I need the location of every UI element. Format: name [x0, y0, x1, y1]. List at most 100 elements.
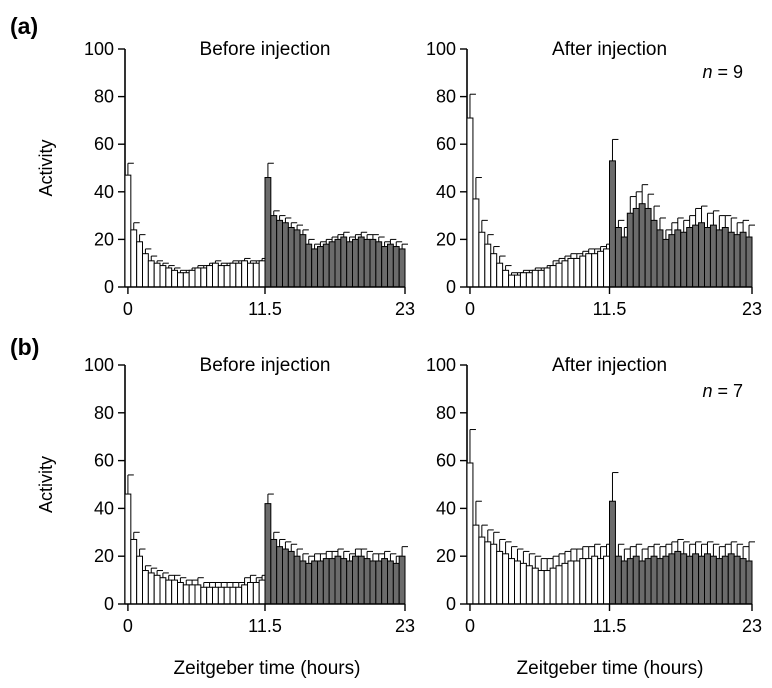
panel-label-b: (b) [10, 334, 39, 360]
bar-dark-phase [698, 222, 705, 288]
bar-light-phase [585, 558, 593, 605]
bar-light-phase [212, 262, 219, 288]
bar-light-phase [200, 586, 208, 605]
bar-light-phase [496, 262, 504, 288]
bar-dark-phase [381, 558, 388, 605]
bar-dark-phase [352, 555, 359, 605]
bar-light-phase [508, 558, 515, 605]
bar-light-phase [537, 570, 545, 605]
bar-light-phase [258, 579, 266, 605]
bar-dark-phase [340, 558, 348, 605]
bar-dark-phase [704, 227, 711, 288]
bar-light-phase [555, 262, 563, 288]
bar-light-phase [165, 579, 173, 605]
bar-light-phase [466, 117, 474, 288]
bar-light-phase [159, 265, 167, 288]
bar-light-phase [147, 260, 155, 288]
chart-4: After injection 0 20 40 60 80 100 0 11.5 23 [426, 355, 762, 636]
x-axis-label-left: Zeitgeber time (hours) [174, 658, 361, 679]
x-tick-label: 11.5 [593, 616, 627, 636]
bar-light-phase [247, 262, 254, 288]
bar-dark-phase [739, 558, 747, 605]
bar-dark-phase [692, 224, 700, 288]
bar-dark-phase [632, 555, 640, 605]
x-tick-label: 11.5 [248, 616, 282, 636]
bar-light-phase [561, 260, 569, 288]
bar-light-phase [165, 267, 173, 288]
x-tick-label: 23 [395, 616, 415, 636]
chart-title: Before injection [200, 39, 331, 60]
bar-dark-phase [311, 560, 318, 605]
bar-light-phase [177, 581, 184, 605]
bar-dark-phase [387, 560, 394, 605]
bar-dark-phase [322, 558, 330, 605]
bar-light-phase [472, 524, 480, 605]
y-axis-label: Activity [36, 456, 56, 513]
bar-dark-phase [299, 560, 307, 605]
bar-light-phase [124, 174, 132, 288]
bar-light-phase [188, 584, 196, 605]
bar-dark-phase [609, 500, 616, 605]
chart-title: After injection [552, 355, 667, 376]
bar-light-phase [525, 272, 533, 288]
bar-light-phase [466, 462, 474, 605]
bar-light-phase [147, 572, 155, 605]
n-label-b: n = 7 [702, 381, 743, 401]
chart-1: Before injection 0 20 40 60 80 100 Activity 0 11.… [36, 39, 415, 319]
bar-light-phase [142, 253, 149, 288]
y-tick-label: 40 [436, 498, 456, 518]
bar-dark-phase [715, 558, 723, 605]
y-tick-label: 60 [436, 451, 456, 471]
bar-light-phase [130, 538, 138, 605]
bar-dark-phase [626, 212, 634, 288]
bar-dark-phase [293, 555, 301, 605]
bar-light-phase [223, 586, 231, 605]
bar-light-phase [229, 262, 237, 288]
bar-light-phase [200, 267, 208, 288]
x-axis-label-right: Zeitgeber time (hours) [517, 658, 704, 679]
chart-3: Before injection 0 20 40 60 80 100 Activity 0 11.… [36, 355, 415, 636]
bar-dark-phase [264, 177, 272, 288]
bar-dark-phase [721, 555, 729, 605]
bar-light-phase [519, 272, 527, 288]
x-tick-label: 23 [742, 616, 762, 636]
bar-dark-phase [709, 555, 717, 605]
bar-dark-phase [287, 550, 295, 605]
bar-dark-phase [620, 236, 628, 288]
bar-dark-phase [668, 234, 676, 288]
bar-light-phase [478, 536, 486, 605]
bar-light-phase [177, 272, 184, 288]
y-tick-label: 60 [436, 134, 456, 154]
y-tick-label: 20 [94, 229, 114, 249]
bar-dark-phase [317, 246, 324, 288]
bar-light-phase [252, 262, 260, 288]
bar-dark-phase [363, 558, 371, 605]
y-tick-label: 40 [94, 182, 114, 202]
bar-light-phase [194, 267, 202, 288]
bar-dark-phase [369, 560, 377, 605]
bar-dark-phase [698, 555, 705, 605]
bar-dark-phase [282, 222, 289, 288]
x-tick-label: 11.5 [248, 299, 282, 319]
y-tick-label: 80 [436, 403, 456, 423]
bar-dark-phase [398, 248, 406, 288]
x-tick-label: 0 [123, 299, 133, 319]
bar-light-phase [229, 586, 237, 605]
chart-title: After injection [552, 39, 667, 60]
bar-light-phase [171, 579, 179, 605]
bar-light-phase [579, 255, 587, 288]
bar-dark-phase [322, 243, 330, 288]
bar-dark-phase [398, 555, 406, 605]
bar-dark-phase [352, 238, 359, 288]
n-label-a: n = 9 [702, 62, 743, 82]
bar-dark-phase [638, 203, 646, 288]
bar-dark-phase [680, 553, 688, 605]
y-tick-label: 80 [94, 403, 114, 423]
bar-dark-phase [346, 560, 353, 605]
bar-dark-phase [293, 229, 301, 288]
bar-dark-phase [686, 227, 694, 288]
bar-dark-phase [334, 555, 342, 605]
bar-dark-phase [650, 555, 658, 605]
bar-dark-phase [363, 238, 371, 288]
